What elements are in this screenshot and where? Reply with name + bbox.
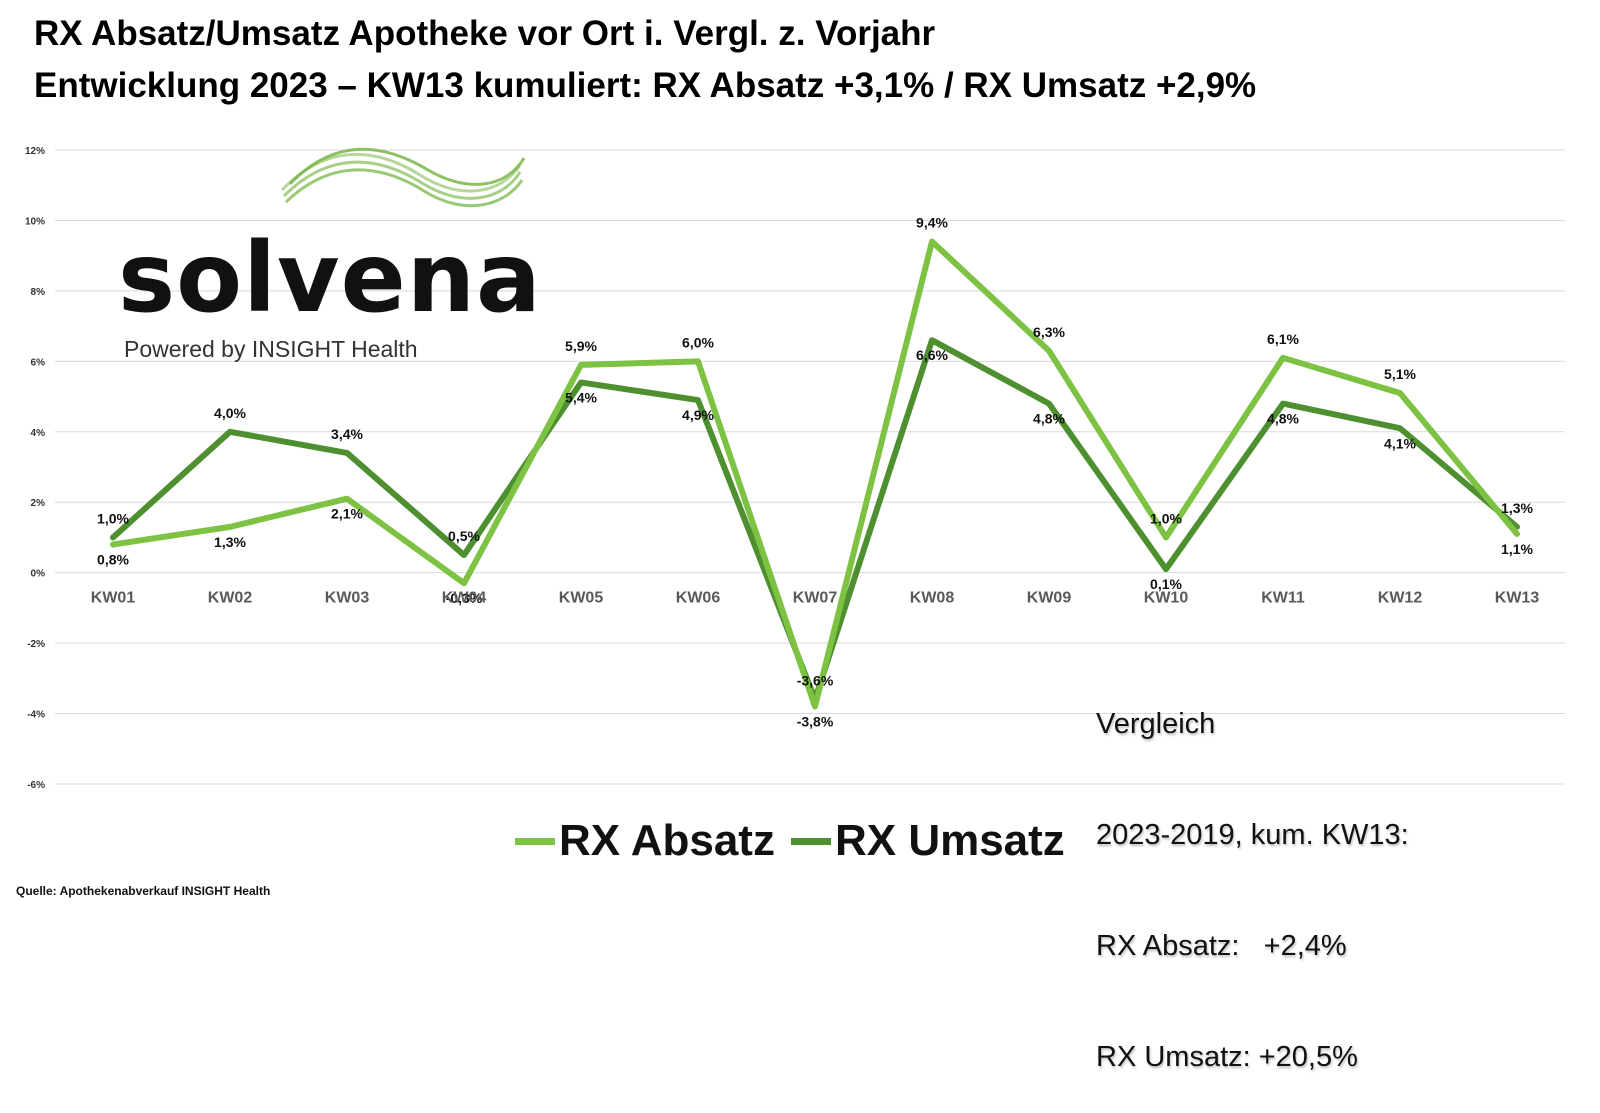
data-label-rx-absatz: 9,4%	[916, 215, 948, 231]
legend-label: RX Absatz	[559, 816, 775, 865]
legend-label: RX Umsatz	[834, 816, 1065, 865]
x-tick-label: KW01	[91, 590, 136, 607]
data-label-rx-absatz: 0,8%	[97, 551, 129, 567]
chart-canvas: 0,8% 1,0% 1,3% 4,0% 2,1% 3,4% -0,3% 0,5% 5,9% 5,4…	[25, 146, 1565, 791]
legend-swatch	[790, 837, 831, 845]
x-tick-label: KW13	[1495, 590, 1540, 607]
legend-item-rx-umsatz: RX Umsatz	[790, 816, 1065, 866]
data-label-rx-umsatz: 6,6%	[916, 347, 948, 363]
data-label-rx-umsatz: 3,4%	[331, 426, 363, 442]
comparison-line: 2023-2019, kum. KW13:	[1096, 819, 1409, 851]
data-label-rx-umsatz: 4,1%	[1384, 435, 1416, 451]
data-label-rx-umsatz: 0,5%	[448, 528, 480, 544]
data-label-rx-absatz: 1,1%	[1501, 541, 1533, 557]
data-label-rx-absatz: 5,1%	[1384, 366, 1416, 382]
y-tick-label: 2%	[31, 498, 46, 509]
x-tick-label: KW07	[793, 590, 838, 607]
legend-swatch	[515, 837, 555, 845]
x-tick-label: KW06	[676, 590, 721, 607]
y-tick-label: -6%	[27, 780, 45, 791]
chart-title-line-2: Entwicklung 2023 – KW13 kumuliert: RX Ab…	[34, 66, 1257, 105]
data-label-rx-umsatz: 4,9%	[682, 407, 714, 423]
logo-wave	[280, 152, 522, 193]
x-tick-label: KW02	[208, 590, 253, 607]
data-label-rx-absatz: 1,0%	[1150, 510, 1182, 526]
y-tick-label: -2%	[27, 639, 45, 650]
data-label-rx-umsatz: 4,8%	[1033, 411, 1065, 427]
y-tick-label: -4%	[27, 710, 45, 721]
data-label-rx-absatz: 2,1%	[331, 506, 363, 522]
data-label-rx-absatz: 5,9%	[565, 338, 597, 354]
x-tick-label: KW03	[325, 590, 370, 607]
y-tick-label: 0%	[31, 569, 46, 580]
y-tick-label: 8%	[31, 287, 46, 298]
series-line	[110, 238, 1520, 710]
data-label-rx-absatz: 1,3%	[214, 534, 246, 550]
comparison-line: RX Umsatz: +20,5%	[1096, 1041, 1358, 1073]
y-tick-label: 10%	[25, 216, 45, 227]
logo-wave-icon	[280, 147, 526, 208]
x-tick-label: KW11	[1261, 590, 1305, 607]
data-label-rx-umsatz: -3,6%	[797, 672, 834, 688]
logo-tagline: Powered by INSIGHT Health	[124, 336, 418, 362]
y-tick-label: 6%	[31, 357, 46, 368]
comparison-line: Vergleich	[1096, 708, 1216, 740]
data-label-rx-absatz: 6,0%	[682, 334, 714, 350]
data-label-rx-umsatz: 5,4%	[565, 389, 597, 405]
data-label-rx-umsatz: 1,3%	[1501, 500, 1533, 516]
comparison-note: Vergleich 2023-2019, kum. KW13: RX Absat…	[1096, 632, 1409, 1113]
logo-wordmark: solvena	[118, 222, 542, 334]
data-labels: 0,8% 1,0% 1,3% 4,0% 2,1% 3,4% -0,3% 0,5% 5,9% 5,4…	[97, 215, 1533, 730]
legend-item-rx-absatz: RX Absatz	[515, 816, 775, 866]
x-tick-label: KW05	[559, 590, 604, 607]
data-label-rx-umsatz: 4,0%	[214, 405, 246, 421]
data-label-rx-absatz: 6,1%	[1267, 331, 1299, 347]
series-lines	[110, 238, 1520, 710]
comparison-line: RX Absatz: +2,4%	[1096, 930, 1347, 962]
x-tick-label: KW09	[1027, 590, 1072, 607]
data-label-rx-umsatz: 4,8%	[1267, 411, 1299, 427]
chart-legend: RX Absatz RX Umsatz	[515, 816, 1081, 866]
x-tick-label: KW08	[910, 590, 955, 607]
axis-ticks: -6% -4% -2% 0% 2% 4% 6% 8% 10% 12% KW01 KW02 KW03 KW0…	[25, 146, 1539, 791]
gridlines	[55, 149, 1565, 785]
logo-wave	[284, 168, 524, 208]
y-tick-label: 4%	[31, 428, 46, 439]
x-tick-label: KW10	[1144, 590, 1189, 607]
chart-title-line-1: RX Absatz/Umsatz Apotheke vor Ort i. Ver…	[34, 14, 936, 53]
data-label-rx-umsatz: 1,0%	[97, 510, 129, 526]
data-label-rx-absatz: 6,3%	[1033, 324, 1065, 340]
logo-wave	[282, 160, 522, 200]
x-tick-label: KW04	[442, 590, 487, 607]
y-tick-label: 12%	[25, 146, 45, 157]
data-label-rx-absatz: -0,3%	[446, 590, 483, 606]
data-label-rx-absatz: -3,8%	[797, 714, 834, 730]
source-note: Quelle: Apothekenabverkauf INSIGHT Healt…	[16, 884, 271, 898]
logo-wave	[288, 147, 526, 186]
x-tick-label: KW12	[1378, 590, 1423, 607]
data-label-rx-umsatz: 0,1%	[1150, 576, 1182, 592]
